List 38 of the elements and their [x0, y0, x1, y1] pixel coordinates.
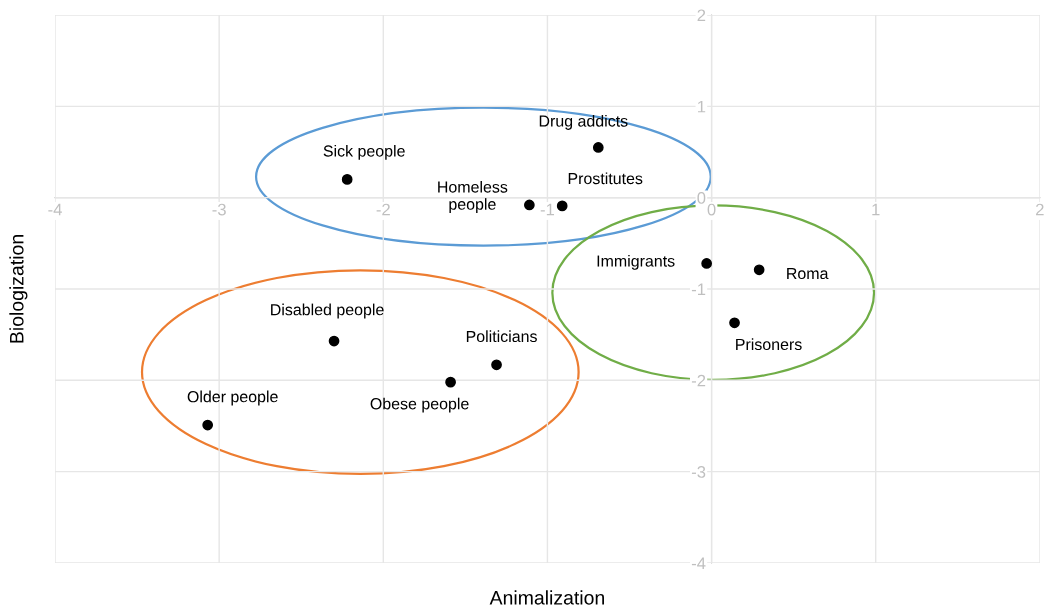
x-tick-label: 2	[1036, 203, 1044, 216]
y-axis-title: Biologization	[9, 235, 28, 343]
point	[328, 335, 340, 347]
x-tick-label: 1	[872, 203, 880, 216]
annotation: Prisoners	[736, 338, 802, 351]
point	[202, 419, 214, 431]
point	[341, 174, 353, 185]
point	[445, 376, 456, 388]
y-tick-label: -3	[691, 466, 706, 478]
y-tick-label: 0	[697, 192, 706, 204]
point	[701, 258, 712, 269]
point	[753, 264, 765, 276]
y-tick-label: -4	[691, 557, 706, 570]
y-tick-label: 1	[698, 100, 706, 113]
y-tick-label: 2	[697, 9, 706, 22]
x-tick-label: 0	[707, 203, 716, 216]
x-tick-label: -2	[376, 203, 390, 216]
annotation: Homeless people	[438, 180, 508, 214]
annotation: Drug addicts	[539, 114, 628, 130]
y-tick-label: -2	[691, 374, 706, 387]
annotation: Sick people	[323, 144, 405, 160]
point	[556, 200, 568, 212]
annotation: Politicians	[466, 330, 537, 343]
y-tick-label: -1	[691, 283, 706, 296]
annotation: Obese people	[370, 397, 469, 413]
x-tick-label: -4	[48, 203, 62, 216]
annotation: Prostitutes	[568, 172, 643, 185]
annotation: Older people	[187, 390, 278, 406]
point	[592, 142, 604, 153]
point	[729, 317, 740, 329]
x-tick-label: -1	[540, 203, 555, 216]
point	[524, 199, 535, 211]
x-axis-title: Animalization	[489, 590, 604, 605]
x-tick-label: -3	[212, 203, 226, 216]
annotation: Disabled people	[271, 303, 384, 319]
annotation: Roma	[787, 267, 829, 280]
annotation: Immigrants	[597, 254, 675, 270]
point	[491, 359, 502, 371]
